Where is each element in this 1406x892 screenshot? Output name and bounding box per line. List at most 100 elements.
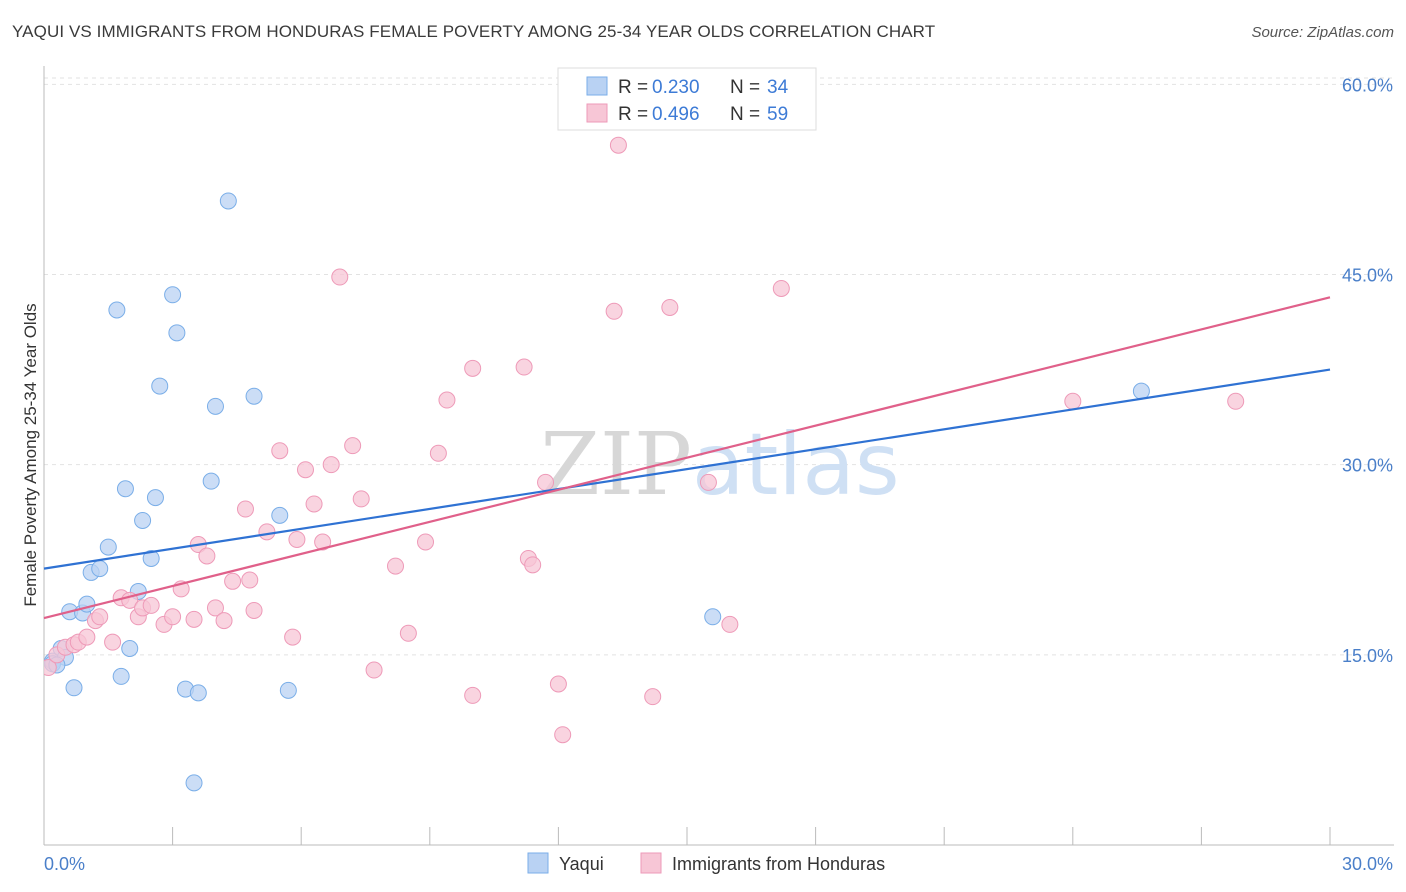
point-honduras <box>215 612 233 630</box>
point-honduras <box>78 628 96 646</box>
point-yaqui <box>99 538 117 556</box>
point-yaqui <box>121 639 139 657</box>
point-yaqui <box>142 549 160 567</box>
point-honduras <box>271 442 289 460</box>
watermark: ZIPatlas <box>540 415 899 515</box>
bottom-legend-swatch-yaqui <box>527 852 549 874</box>
point-honduras <box>464 359 482 377</box>
point-yaqui <box>219 192 237 210</box>
legend: R = 0.230 N = 34 R = 0.496 N = 59 <box>557 67 817 131</box>
point-honduras <box>365 661 383 679</box>
point-honduras <box>142 596 160 614</box>
y-tick-label: 15.0% <box>1342 646 1393 666</box>
tick-labels: 15.0% 30.0% 45.0% 60.0% 0.0% 30.0% <box>44 75 1393 874</box>
point-honduras <box>224 572 242 590</box>
legend-r-label-honduras: R = <box>618 104 648 125</box>
data-points <box>44 136 1245 792</box>
point-honduras <box>524 556 542 574</box>
point-honduras <box>429 444 447 462</box>
point-yaqui <box>151 377 169 395</box>
point-honduras <box>644 688 662 706</box>
point-honduras <box>236 500 254 518</box>
point-yaqui <box>91 560 109 578</box>
point-yaqui <box>168 324 186 342</box>
x-tick-label: 30.0% <box>1342 854 1393 874</box>
y-tick-label: 45.0% <box>1342 266 1393 286</box>
point-honduras <box>258 523 276 541</box>
point-honduras <box>245 601 263 619</box>
legend-n-label-yaqui: N = <box>730 77 760 98</box>
point-honduras <box>464 686 482 704</box>
point-yaqui <box>704 608 722 626</box>
point-honduras <box>241 571 259 589</box>
point-honduras <box>352 490 370 508</box>
point-yaqui <box>1132 382 1150 400</box>
point-yaqui <box>202 472 220 490</box>
trend-line-yaqui <box>43 368 1331 570</box>
point-yaqui <box>271 506 289 524</box>
point-yaqui <box>108 301 126 319</box>
point-honduras <box>399 624 417 642</box>
point-honduras <box>605 302 623 320</box>
x-tick-label: 0.0% <box>44 854 85 874</box>
point-honduras <box>44 659 57 677</box>
point-honduras <box>699 473 717 491</box>
bottom-legend: Yaqui Immigrants from Honduras <box>527 852 885 874</box>
point-honduras <box>284 628 302 646</box>
y-tick-label: 60.0% <box>1342 75 1393 95</box>
point-honduras <box>198 547 216 565</box>
point-yaqui <box>279 681 297 699</box>
point-yaqui <box>245 387 263 405</box>
legend-swatch-honduras <box>586 103 608 123</box>
legend-n-value-yaqui: 34 <box>767 77 789 98</box>
y-tick-label: 30.0% <box>1342 456 1393 476</box>
point-honduras <box>661 298 679 316</box>
point-yaqui <box>146 489 164 507</box>
legend-n-label-honduras: N = <box>730 104 760 125</box>
point-honduras <box>185 610 203 628</box>
point-honduras <box>721 615 739 633</box>
point-honduras <box>387 557 405 575</box>
point-honduras <box>104 633 122 651</box>
point-honduras <box>206 599 224 617</box>
chart-title: YAQUI VS IMMIGRANTS FROM HONDURAS FEMALE… <box>12 22 936 41</box>
point-yaqui <box>164 286 182 304</box>
trend-lines <box>43 296 1331 620</box>
point-honduras <box>515 358 533 376</box>
axes <box>43 66 1394 846</box>
legend-swatch-yaqui <box>586 76 608 96</box>
point-honduras <box>344 437 362 455</box>
legend-r-value-yaqui: 0.230 <box>652 77 700 98</box>
point-honduras <box>91 608 109 626</box>
point-yaqui <box>112 667 130 685</box>
point-honduras <box>305 495 323 513</box>
watermark-zip: ZIP <box>540 415 692 515</box>
bottom-legend-label-honduras: Immigrants from Honduras <box>672 854 885 874</box>
point-yaqui <box>65 679 83 697</box>
source-credit: Source: ZipAtlas.com <box>1251 24 1394 41</box>
point-honduras <box>1064 392 1082 410</box>
point-honduras <box>549 675 567 693</box>
point-honduras <box>296 461 314 479</box>
point-honduras <box>164 608 182 626</box>
point-yaqui <box>206 397 224 415</box>
point-honduras <box>314 533 332 551</box>
point-honduras <box>554 726 572 744</box>
point-honduras <box>288 530 306 548</box>
y-axis-title: Female Poverty Among 25-34 Year Olds <box>21 303 40 606</box>
legend-n-value-honduras: 59 <box>767 104 788 125</box>
point-yaqui <box>116 480 134 498</box>
point-honduras <box>772 279 790 297</box>
bottom-legend-label-yaqui: Yaqui <box>559 854 604 874</box>
point-honduras <box>609 136 627 154</box>
trend-line-honduras <box>43 296 1331 620</box>
point-honduras <box>322 456 340 474</box>
legend-r-label-yaqui: R = <box>618 77 648 98</box>
point-yaqui <box>185 774 203 792</box>
point-yaqui <box>189 684 207 702</box>
point-honduras <box>1227 392 1245 410</box>
point-honduras <box>417 533 435 551</box>
point-honduras <box>537 473 555 491</box>
point-yaqui <box>134 511 152 529</box>
